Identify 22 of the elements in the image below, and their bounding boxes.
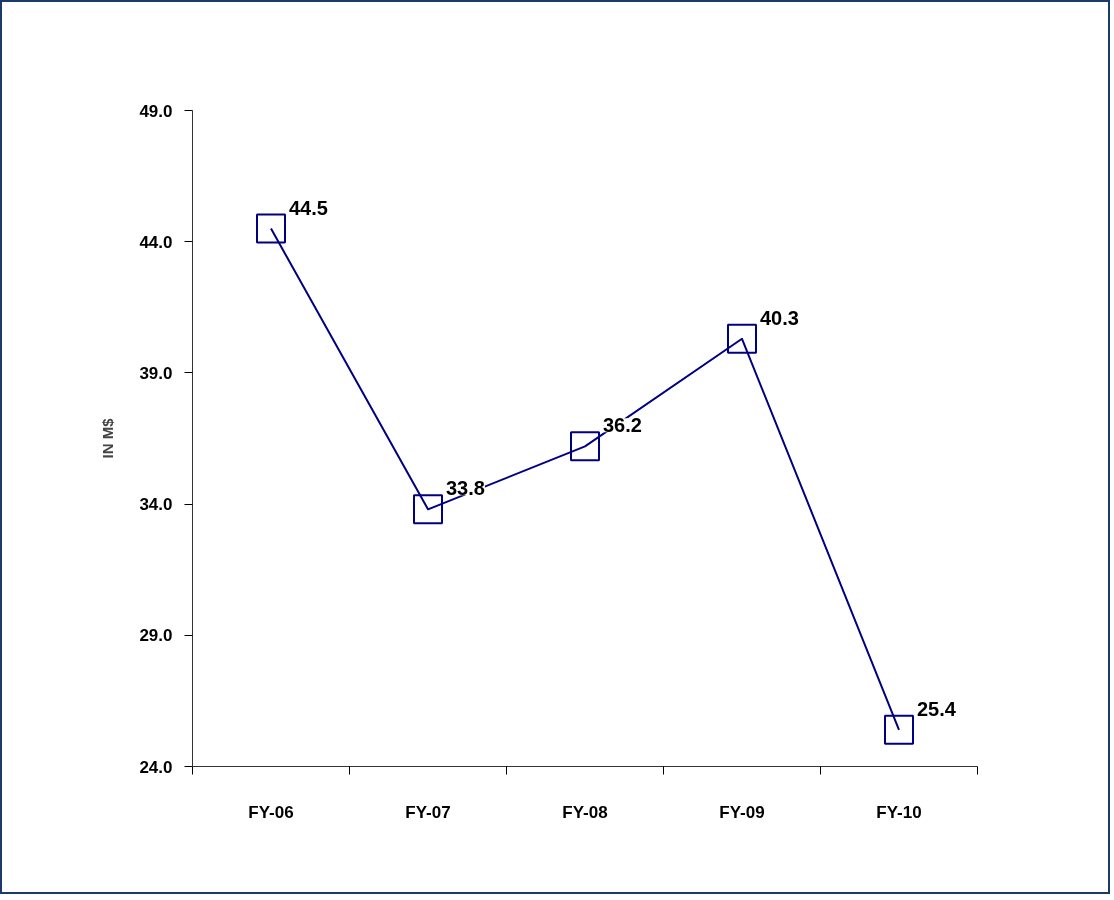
point [256, 213, 286, 244]
y-tick-label: 49.0 [139, 101, 173, 121]
x-tick-label: FY-08 [562, 802, 608, 822]
data-label: 33.8 [446, 477, 485, 500]
y-tick-label: 34.0 [139, 495, 173, 515]
y-tick-label: 29.0 [139, 626, 173, 646]
x-tick-label: FY-09 [719, 802, 765, 822]
data-label: 36.2 [603, 414, 642, 437]
y-tick-label: 44.0 [139, 232, 173, 252]
y-tick-label: 39.0 [139, 363, 173, 383]
point [413, 494, 443, 525]
data-label: 25.4 [917, 697, 957, 720]
y-axis-title: IN M$ [99, 417, 117, 459]
point [884, 714, 914, 745]
x-tick-label: FY-10 [876, 802, 922, 822]
point [570, 431, 600, 462]
x-tick-label: FY-06 [248, 802, 294, 822]
point [727, 323, 757, 354]
x-tick-label: FY-07 [405, 802, 451, 822]
y-tick-label: 24.0 [139, 757, 173, 777]
data-label: 40.3 [760, 306, 799, 329]
data-label: 44.5 [289, 196, 328, 219]
